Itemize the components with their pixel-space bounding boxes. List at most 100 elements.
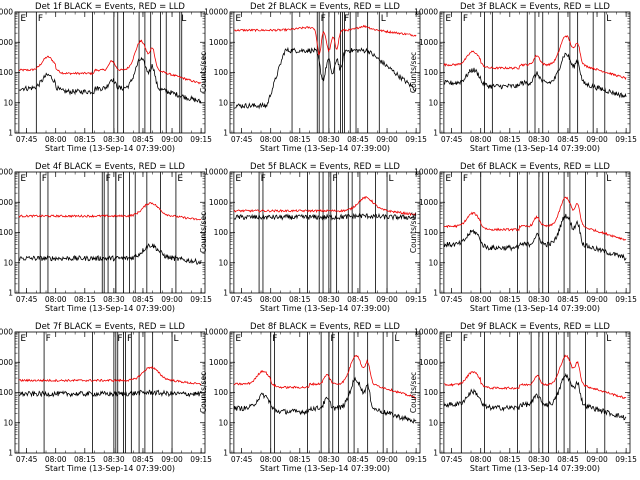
x-tick-label: 09:15 [190, 295, 212, 304]
x-tick-label: 09:00 [161, 295, 183, 304]
y-tick-label: 1000 [0, 358, 13, 367]
x-tick-label: 08:00 [260, 135, 282, 144]
panel-title: Det 2f BLACK = Events, RED = LLD [250, 2, 400, 12]
y-tick-label: 10000 [204, 168, 228, 177]
x-tick-label: 08:00 [470, 295, 492, 304]
flag-label: E [20, 14, 26, 24]
x-tick-label: 09:15 [190, 135, 212, 144]
flag-label: F [117, 334, 122, 344]
x-tick-label: 07:45 [16, 295, 38, 304]
y-axis-label: Counts/sec [409, 212, 418, 253]
y-tick-label: 10000 [414, 8, 438, 17]
x-tick-label: 08:00 [470, 135, 492, 144]
flag-label: F [38, 14, 43, 24]
plot-frame [439, 331, 631, 454]
events-series-line [443, 213, 627, 261]
x-tick-label: 08:30 [103, 295, 125, 304]
x-tick-label: 07:45 [441, 455, 463, 464]
x-tick-label: 09:15 [615, 455, 637, 464]
panel-5: Det 5f BLACK = Events, RED = LLD 1 10 100 10… [199, 162, 427, 313]
x-tick-label: 08:45 [557, 295, 579, 304]
flag-label: F [463, 14, 468, 24]
y-tick-label: 10 [218, 98, 228, 107]
events-series-line [233, 376, 417, 424]
plot-frame [229, 171, 421, 294]
y-tick-label: 10000 [414, 328, 438, 337]
y-tick-label: 1 [433, 129, 438, 138]
flag-label: E [445, 174, 451, 184]
x-tick-label: 09:00 [376, 455, 398, 464]
events-series-line [18, 56, 202, 104]
y-tick-label: 10 [3, 418, 13, 427]
y-axis-label: Counts/sec [199, 52, 208, 93]
x-tick-label: 09:00 [586, 295, 608, 304]
flag-label: L [606, 14, 611, 24]
x-tick-label: 08:45 [132, 455, 154, 464]
flag-label: F [330, 334, 335, 344]
flag-label: E [235, 174, 241, 184]
y-tick-label: 100 [214, 388, 229, 397]
x-tick-label: 07:45 [231, 135, 253, 144]
x-tick-label: 09:15 [190, 455, 212, 464]
panel-3: Det 3f BLACK = Events, RED = LLD 1 10 100 10… [409, 2, 637, 153]
flag-label: E [235, 14, 241, 24]
panel-title: Det 3f BLACK = Events, RED = LLD [460, 2, 610, 12]
flag-label: L [389, 174, 394, 184]
x-tick-label: 08:45 [347, 295, 369, 304]
y-tick-label: 100 [214, 68, 229, 77]
y-tick-label: 1 [8, 289, 13, 298]
x-tick-label: 08:15 [289, 135, 311, 144]
x-tick-label: 08:30 [528, 295, 550, 304]
flag-label: E [445, 334, 451, 344]
panel-8: Det 8f BLACK = Events, RED = LLD 1 10 100 10… [199, 322, 427, 473]
x-tick-label: 08:15 [74, 295, 96, 304]
y-tick-label: 10000 [0, 328, 13, 337]
events-series-line [233, 212, 417, 221]
flag-label: L [606, 174, 611, 184]
x-tick-label: 08:15 [289, 455, 311, 464]
y-tick-label: 10 [3, 98, 13, 107]
plot-frame [14, 11, 206, 134]
panel-7: Det 7f BLACK = Events, RED = LLD 1 10 100 10… [0, 322, 212, 473]
lld-series-line [233, 196, 417, 217]
x-tick-label: 08:00 [45, 455, 67, 464]
y-tick-label: 100 [424, 68, 439, 77]
x-axis-label: Start Time (13-Sep-14 07:39:00) [260, 144, 390, 153]
lld-series-line [18, 202, 202, 221]
events-series-line [18, 389, 202, 398]
x-tick-label: 09:00 [161, 455, 183, 464]
flag-label: E [20, 334, 26, 344]
x-tick-label: 07:45 [441, 135, 463, 144]
flag-label: F [272, 334, 277, 344]
panel-title: Det 1f BLACK = Events, RED = LLD [35, 2, 185, 12]
flag-label: F [332, 174, 337, 184]
y-tick-label: 1000 [419, 38, 438, 47]
y-tick-label: 1 [223, 449, 228, 458]
flag-label: F [46, 334, 51, 344]
x-tick-label: 09:15 [405, 135, 427, 144]
x-tick-label: 08:45 [557, 135, 579, 144]
x-tick-label: 09:15 [615, 295, 637, 304]
x-tick-label: 08:30 [103, 135, 125, 144]
y-tick-label: 10 [428, 418, 438, 427]
y-axis-label: Counts/sec [409, 52, 418, 93]
plot-frame [229, 331, 421, 454]
lld-series-line [233, 354, 417, 399]
x-tick-label: 09:15 [405, 295, 427, 304]
x-tick-label: 08:15 [74, 455, 96, 464]
x-tick-label: 08:15 [499, 135, 521, 144]
y-tick-label: 100 [0, 68, 13, 77]
flag-label: F [117, 174, 122, 184]
panel-9: Det 9f BLACK = Events, RED = LLD 1 10 100 10… [409, 322, 637, 473]
y-axis-label: Counts/sec [199, 372, 208, 413]
x-tick-label: 08:30 [528, 455, 550, 464]
x-tick-label: 08:45 [557, 455, 579, 464]
x-tick-label: 08:45 [347, 455, 369, 464]
x-tick-label: 09:15 [615, 135, 637, 144]
y-tick-label: 10 [428, 258, 438, 267]
panel-6: Det 6f BLACK = Events, RED = LLD 1 10 100 10… [409, 162, 637, 313]
x-tick-label: 08:00 [45, 135, 67, 144]
panel-1: Det 1f BLACK = Events, RED = LLD 1 10 100 10… [0, 2, 212, 153]
y-tick-label: 1000 [419, 358, 438, 367]
